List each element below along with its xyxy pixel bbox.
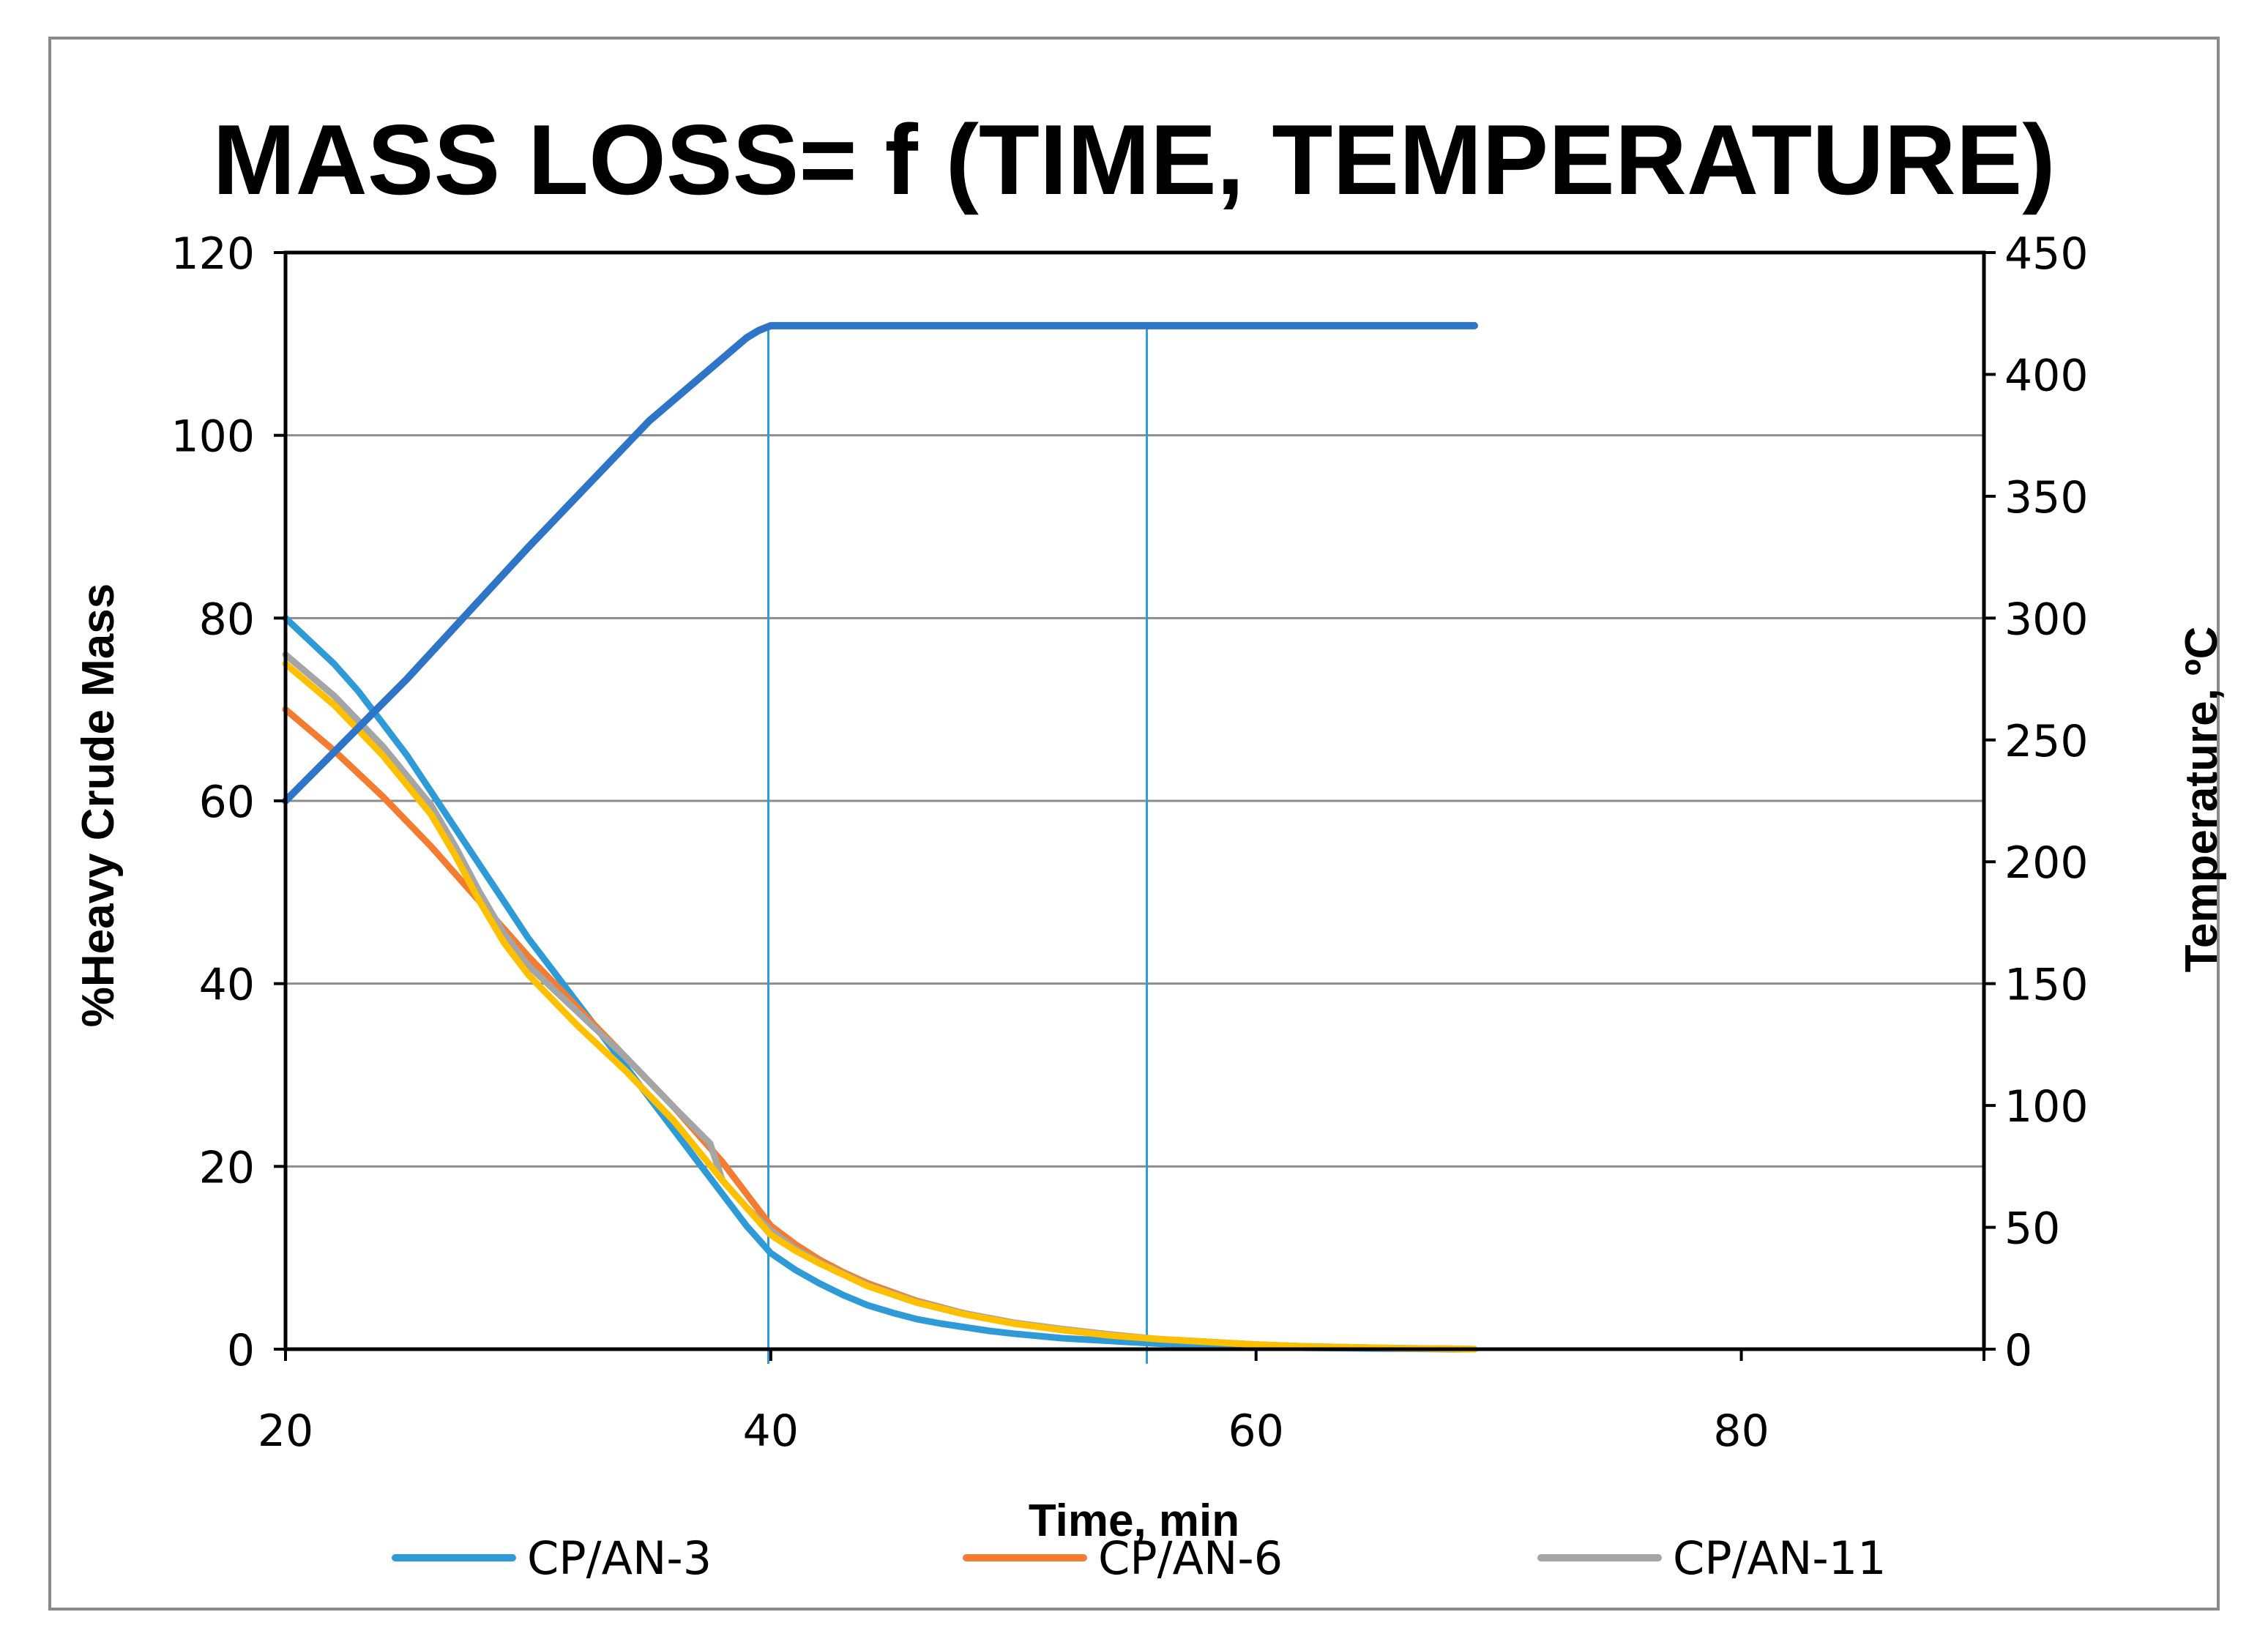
chart-title: MASS LOSS= f (TIME, TEMPERATURE) [212,104,2055,215]
y2-tick-label-100: 100 [2004,1081,2089,1132]
legend-label-cp-an-11: CP/AN-11 [1673,1531,1887,1585]
y-axis-title: %Heavy Crude Mass [73,583,124,1028]
y2-axis-title: Temperature, ºC [2176,627,2227,973]
reference-lines [767,326,1149,1364]
y2-tick-label-50: 50 [2004,1203,2060,1255]
series-line-series-4 [282,660,1478,1353]
y-tick-label-40: 40 [199,960,255,1011]
y-tick-label-120: 120 [171,228,255,280]
y-tick-label-0: 0 [227,1325,255,1376]
series-layer [282,321,1478,1353]
legend: CP/AN-3 CP/AN-6 CP/AN-11 [392,1531,1887,1585]
legend-label-cp-an-6: CP/AN-6 [1098,1531,1283,1585]
x-tick-label-20: 20 [258,1406,313,1457]
y2-tick-label-450: 450 [2004,228,2089,280]
y-tick-label-100: 100 [171,411,255,463]
y2-tick-label-400: 400 [2004,350,2089,401]
x-tick-label-60: 60 [1228,1406,1284,1457]
tick-labels: 0204060801001200501001502002503003504004… [171,228,2088,1457]
y2-tick-label-150: 150 [2004,960,2089,1011]
y2-tick-label-300: 300 [2004,594,2089,645]
gridlines [286,434,1984,1168]
series-line-cp-an-3 [282,614,1478,1353]
y-tick-label-60: 60 [199,777,255,828]
legend-label-cp-an-3: CP/AN-3 [527,1531,712,1585]
y2-tick-label-350: 350 [2004,472,2089,523]
series-line-temperature [282,321,1478,805]
x-tick-label-80: 80 [1713,1406,1769,1457]
x-axis-title: Time, min [1029,1496,1239,1546]
x-tick-label-40: 40 [743,1406,799,1457]
y-tick-label-20: 20 [199,1142,255,1193]
chart-frame [48,37,2220,1611]
y2-tick-label-0: 0 [2004,1325,2032,1376]
y2-tick-label-250: 250 [2004,716,2089,767]
y-tick-label-80: 80 [199,594,255,645]
y2-tick-label-200: 200 [2004,837,2089,889]
tick-marks [274,251,1996,1361]
